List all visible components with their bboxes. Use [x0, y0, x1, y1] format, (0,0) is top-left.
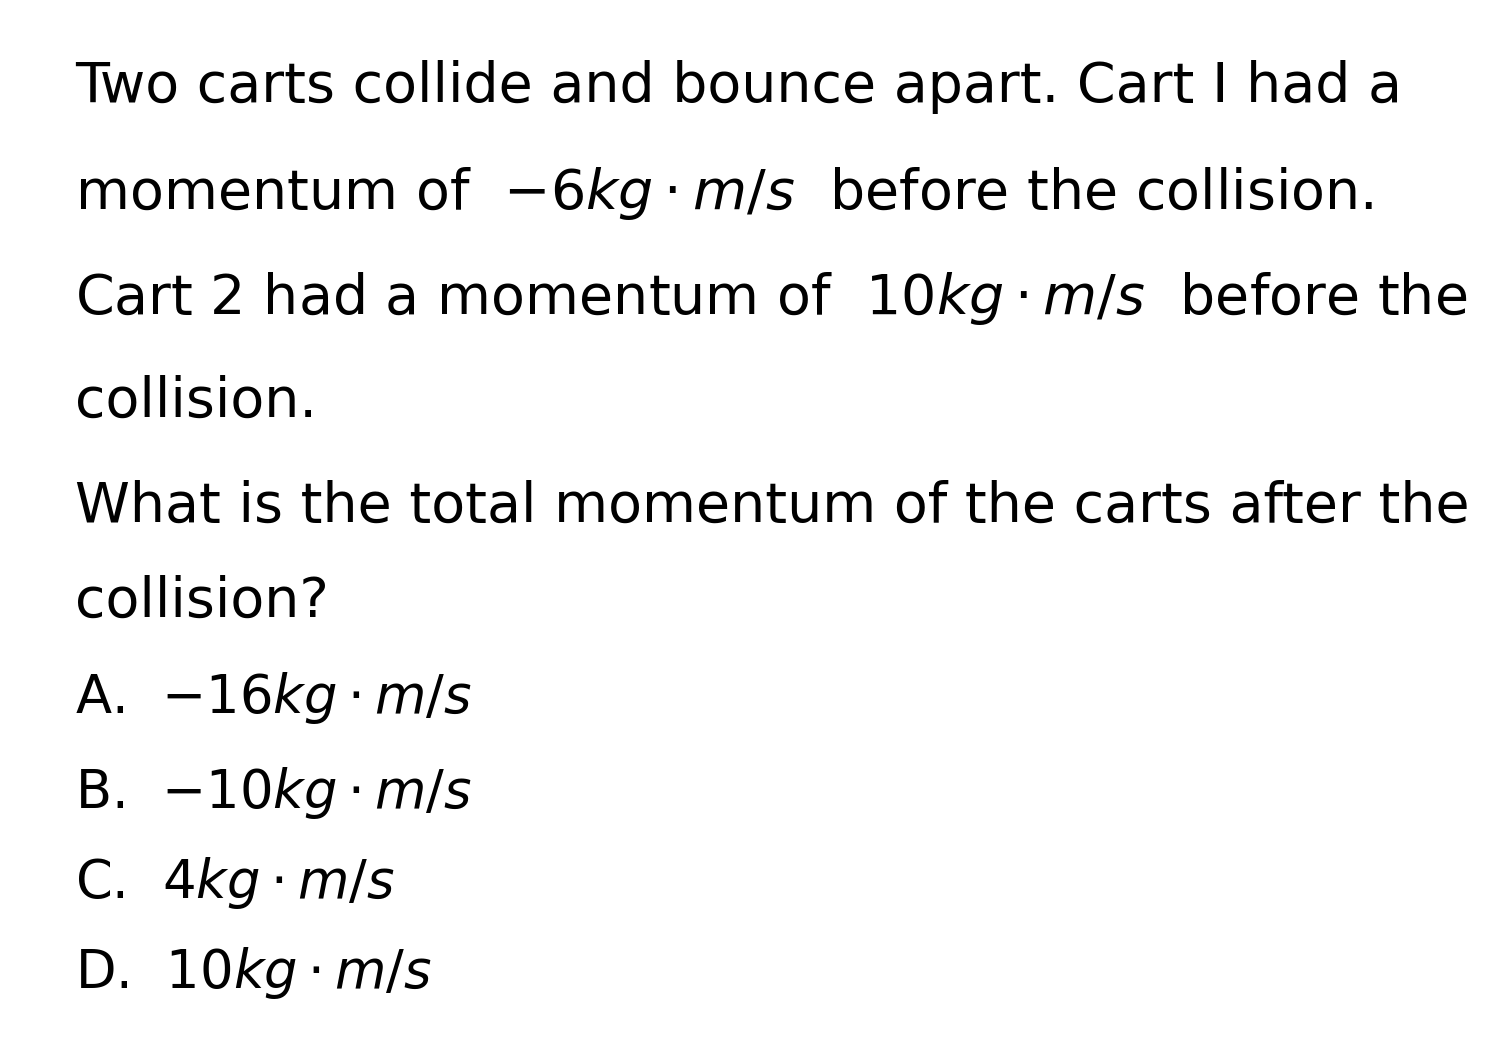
Text: B.  $-10kg \cdot m/s$: B. $-10kg \cdot m/s$: [75, 765, 471, 821]
Text: collision?: collision?: [75, 575, 328, 628]
Text: Two carts collide and bounce apart. Cart I had a: Two carts collide and bounce apart. Cart…: [75, 60, 1402, 114]
Text: What is the total momentum of the carts after the: What is the total momentum of the carts …: [75, 480, 1470, 533]
Text: C.  $4kg \cdot m/s$: C. $4kg \cdot m/s$: [75, 855, 395, 911]
Text: collision.: collision.: [75, 375, 316, 429]
Text: D.  $10kg \cdot m/s$: D. $10kg \cdot m/s$: [75, 945, 432, 1001]
Text: Cart 2 had a momentum of  $10kg \cdot m/s$  before the: Cart 2 had a momentum of $10kg \cdot m/s…: [75, 270, 1467, 327]
Text: A.  $-16kg\cdot m/s$: A. $-16kg\cdot m/s$: [75, 670, 471, 726]
Text: momentum of  $-6kg \cdot m/s$  before the collision.: momentum of $-6kg \cdot m/s$ before the …: [75, 165, 1374, 222]
